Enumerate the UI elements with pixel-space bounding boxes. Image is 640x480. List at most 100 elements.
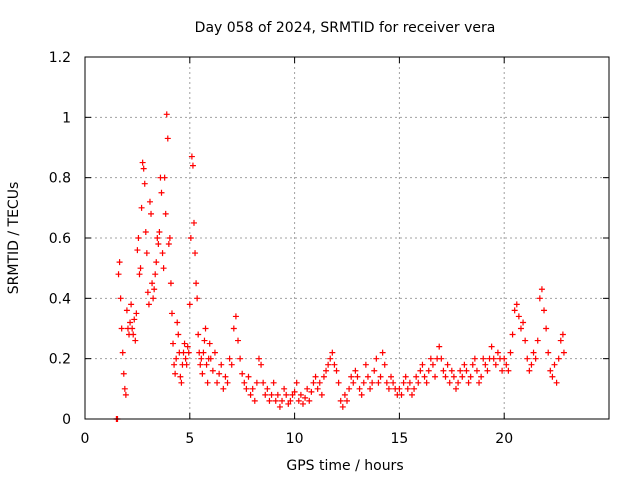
- data-point: [144, 289, 151, 296]
- data-point: [404, 385, 411, 392]
- data-point: [138, 204, 145, 211]
- data-point: [455, 379, 462, 386]
- data-point: [293, 379, 300, 386]
- data-point: [194, 295, 201, 302]
- data-point: [264, 385, 271, 392]
- data-point: [341, 391, 348, 398]
- data-point: [115, 271, 122, 278]
- data-point: [200, 349, 207, 356]
- data-point: [276, 403, 283, 410]
- data-point: [127, 319, 134, 326]
- data-point: [310, 379, 317, 386]
- data-point: [232, 313, 239, 320]
- data-point: [461, 361, 468, 368]
- data-point: [287, 397, 294, 404]
- y-tick-label: 1: [62, 110, 71, 126]
- data-point: [480, 355, 487, 362]
- data-point: [190, 219, 197, 226]
- data-point: [505, 367, 512, 374]
- data-point: [532, 355, 539, 362]
- data-point: [266, 397, 273, 404]
- data-point: [507, 349, 514, 356]
- data-point: [165, 241, 172, 248]
- data-point: [528, 361, 535, 368]
- y-tick-label: 0.8: [49, 171, 71, 187]
- data-point: [199, 370, 206, 377]
- data-point: [235, 337, 242, 344]
- data-point: [202, 325, 209, 332]
- data-point: [484, 367, 491, 374]
- data-point: [344, 397, 350, 404]
- data-point: [198, 355, 205, 362]
- data-point: [402, 373, 409, 380]
- data-point: [203, 361, 210, 368]
- axis-ticks: 0 0.2 0.4 0.6 0.8 1 1.2 0 5 10 15 20: [49, 50, 609, 447]
- data-point: [333, 367, 340, 374]
- data-point: [536, 295, 543, 302]
- data-point: [270, 379, 277, 386]
- data-point: [396, 385, 403, 392]
- data-point: [354, 373, 361, 380]
- data-point: [438, 355, 445, 362]
- data-point: [189, 162, 196, 169]
- data-point: [331, 361, 338, 368]
- x-axis-label: GPS time / hours: [286, 458, 403, 474]
- data-point: [329, 349, 336, 356]
- data-point: [473, 367, 480, 374]
- data-point: [119, 349, 126, 356]
- data-point: [283, 391, 290, 398]
- data-point: [249, 385, 256, 392]
- data-point: [139, 159, 146, 166]
- data-point: [312, 373, 319, 380]
- data-point: [515, 313, 522, 320]
- data-point: [281, 385, 288, 392]
- data-point: [255, 355, 262, 362]
- data-point: [471, 355, 478, 362]
- data-point: [193, 280, 200, 287]
- data-point: [143, 250, 150, 257]
- data-point: [492, 361, 499, 368]
- data-point: [465, 379, 472, 386]
- data-point: [427, 355, 434, 362]
- data-point: [163, 111, 170, 118]
- data-point: [415, 379, 422, 386]
- data-point: [553, 379, 560, 386]
- data-point: [530, 349, 537, 356]
- data-points: [113, 111, 567, 422]
- data-point: [421, 373, 428, 380]
- data-point: [245, 373, 252, 380]
- data-point: [204, 379, 211, 386]
- data-point: [545, 349, 552, 356]
- data-point: [188, 153, 195, 160]
- data-point: [559, 331, 566, 338]
- data-point: [132, 337, 139, 344]
- data-point: [511, 307, 518, 314]
- data-point: [381, 361, 388, 368]
- chart-title: Day 058 of 2024, SRMTID for receiver ver…: [195, 20, 496, 36]
- data-point: [408, 391, 415, 398]
- data-point: [526, 367, 533, 374]
- data-point: [170, 340, 177, 347]
- data-point: [184, 343, 191, 350]
- data-point: [369, 379, 376, 386]
- data-point: [371, 367, 378, 374]
- data-point: [145, 301, 152, 308]
- data-point: [230, 325, 237, 332]
- data-point: [316, 379, 323, 386]
- data-point: [463, 367, 470, 374]
- data-point: [187, 235, 194, 241]
- data-point: [352, 367, 359, 374]
- data-point: [173, 355, 180, 362]
- data-point: [226, 355, 233, 362]
- data-point: [488, 343, 495, 350]
- data-point: [195, 331, 202, 338]
- data-point: [555, 355, 562, 362]
- data-point: [180, 349, 187, 356]
- data-point: [142, 228, 149, 235]
- data-point: [429, 361, 436, 368]
- data-point: [547, 367, 554, 374]
- data-point: [469, 361, 476, 368]
- y-tick-label: 0: [62, 412, 71, 428]
- data-point: [164, 135, 171, 142]
